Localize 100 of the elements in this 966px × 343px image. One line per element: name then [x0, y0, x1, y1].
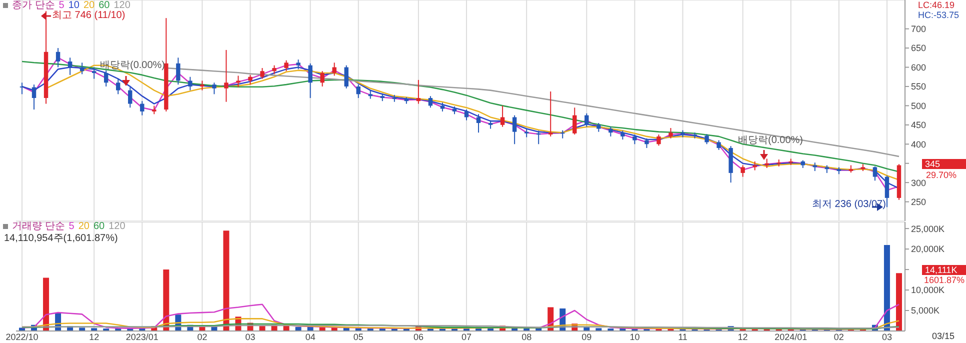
y-tick-label: 500 [911, 100, 926, 111]
candlestick [176, 57, 180, 86]
annotation: 최고 746 (11/10) [52, 10, 126, 21]
candlestick [512, 114, 517, 145]
candlestick [92, 66, 96, 80]
bar [884, 244, 890, 331]
candlestick [548, 90, 553, 137]
bar [223, 230, 230, 331]
x-tick-label: 03 [882, 332, 892, 342]
candlestick [20, 82, 24, 95]
text: 29.70% [926, 170, 957, 180]
text: 20 [78, 221, 90, 232]
y-tick-label: 600 [911, 62, 926, 72]
candlestick [668, 127, 673, 139]
candlestick [608, 126, 613, 137]
candlestick [332, 62, 336, 76]
y-tick-label: 700 [911, 24, 926, 34]
text: 345 [922, 159, 966, 169]
candlestick [428, 96, 433, 108]
candlestick [128, 86, 132, 108]
y-tick-label: 400 [911, 139, 926, 150]
candlestick [464, 109, 469, 121]
candlestick [260, 68, 264, 80]
bar [896, 273, 902, 331]
x-tick-label: 04 [305, 332, 316, 342]
candlestick [716, 140, 721, 150]
candlestick [32, 84, 36, 110]
text: 14,111K [922, 265, 966, 275]
annotation: 배당락(0.00%) [738, 135, 804, 146]
text: 5 [58, 0, 64, 11]
text: 5 [68, 221, 74, 232]
candlestick [308, 62, 312, 99]
y-tick-label: 5,000K [911, 306, 940, 316]
x-tick-label: 12 [738, 332, 748, 342]
y-tick-label: 300 [911, 178, 926, 188]
candlestick [224, 49, 228, 102]
text: LC:46.19 [918, 0, 955, 10]
candlestick [584, 112, 589, 128]
x-tick-label: 02 [834, 332, 844, 342]
x-tick-label: 2024/01 [774, 332, 808, 342]
candlestick [416, 79, 421, 104]
x-tick-label: 07 [462, 332, 472, 342]
candlestick [212, 82, 216, 95]
legend-title: 종가 단순 [12, 0, 55, 11]
text: 10 [68, 0, 80, 11]
candlestick [500, 105, 505, 128]
y-tick-label: 450 [911, 120, 926, 130]
legend-title: 거래량 단순 [12, 221, 65, 232]
annotation: 14,110,954주(1,601.87%) [4, 233, 118, 244]
x-tick-label: 10 [630, 332, 640, 342]
text: 60 [93, 221, 105, 232]
candlestick [248, 74, 252, 86]
y-tick-label: 10,000K [911, 285, 945, 296]
x-tick-label: 03 [245, 332, 256, 342]
text: 120 [108, 221, 126, 232]
y-tick-label: 550 [911, 82, 926, 92]
x-tick-label: 09 [582, 332, 592, 342]
y-tick-label: 250 [911, 196, 926, 207]
candlestick [344, 64, 348, 89]
bar [79, 328, 86, 331]
bar [43, 278, 50, 331]
candlestick [740, 164, 745, 178]
candlestick [200, 80, 204, 91]
text: 60 [98, 0, 110, 11]
candlestick [236, 75, 240, 88]
candlestick [68, 57, 72, 76]
candlestick [56, 48, 60, 68]
x-tick-label: 12 [89, 332, 100, 342]
text: 03/15 [932, 331, 955, 341]
candlestick [704, 134, 709, 145]
text: HC:-53.75 [918, 10, 960, 20]
x-tick-label: 11 [678, 332, 688, 342]
x-tick-label: 2023/01 [126, 332, 158, 342]
candlestick [104, 70, 108, 87]
y-tick-label: 25,000K [911, 224, 945, 234]
x-tick-label: 06 [413, 332, 424, 342]
candlestick [644, 138, 649, 148]
candlestick [356, 84, 360, 99]
candlestick [320, 70, 324, 87]
bar [259, 326, 266, 331]
candlestick [884, 175, 890, 208]
candlestick [140, 100, 144, 116]
text: 1601.87% [924, 275, 965, 285]
candlestick [296, 59, 300, 70]
x-tick-label: 02 [197, 332, 208, 342]
candlestick [764, 158, 769, 168]
candlestick [188, 76, 192, 91]
y-tick-label: 20,000K [911, 244, 945, 254]
candlestick [572, 107, 577, 136]
candlestick [284, 60, 288, 72]
x-tick-label: 08 [522, 332, 532, 342]
x-tick-label: 2022/10 [6, 332, 38, 342]
candlestick [656, 134, 661, 146]
bar [163, 270, 170, 331]
candlestick [872, 166, 878, 182]
y-tick-label: 650 [911, 43, 926, 54]
candlestick [476, 114, 481, 134]
x-tick-label: 05 [353, 332, 364, 342]
text: 20 [83, 0, 95, 11]
candlestick [632, 134, 637, 145]
